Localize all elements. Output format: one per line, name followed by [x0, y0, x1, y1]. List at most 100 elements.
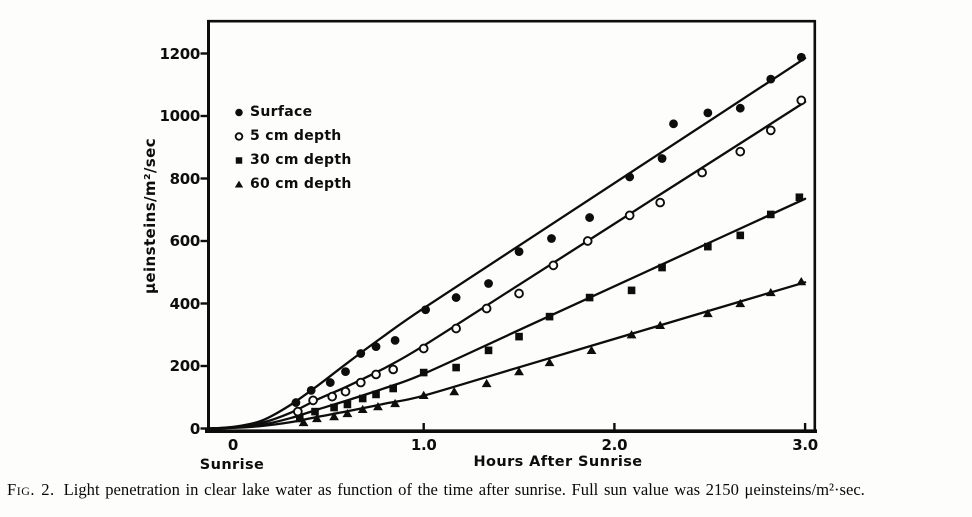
data-point-filled-circle [306, 385, 316, 395]
data-point-filled-square [235, 156, 243, 164]
series-60-cm-depth [207, 277, 807, 430]
data-point-filled-circle [703, 108, 713, 118]
data-point-filled-square [585, 293, 594, 302]
data-point-filled-triangle [796, 277, 807, 286]
data-point-filled-circle [390, 335, 400, 345]
data-point-filled-square [389, 384, 397, 393]
data-point-filled-square [627, 286, 636, 295]
data-point-filled-triangle [765, 287, 776, 297]
data-point-filled-triangle [544, 357, 555, 367]
data-point-filled-circle [625, 172, 635, 182]
data-point-filled-circle [451, 293, 461, 302]
y-axis-title: μeinsteins/m²/sec [141, 137, 159, 295]
open-circle-icon [234, 131, 244, 141]
data-point-filled-square [330, 403, 338, 412]
data-point-filled-square [545, 312, 554, 321]
data-point-filled-triangle [586, 345, 597, 354]
data-point-open-circle [735, 146, 746, 157]
data-point-open-circle [697, 167, 707, 178]
legend-label: 60 cm depth [250, 175, 352, 192]
data-point-filled-circle [325, 378, 335, 387]
data-point-filled-circle [547, 234, 556, 243]
data-point-open-circle [327, 391, 338, 402]
x-tick-label: 3.0 [792, 435, 818, 454]
data-point-filled-circle [356, 349, 366, 358]
x-axis-title: Hours After Sunrise [473, 454, 643, 470]
data-point-open-circle [481, 303, 492, 314]
data-point-open-circle [582, 236, 593, 246]
data-point-filled-triangle [735, 298, 746, 308]
data-point-filled-triangle [329, 412, 339, 421]
data-point-filled-circle [341, 367, 350, 377]
y-tick-label: 600 [169, 232, 201, 250]
data-point-filled-triangle [373, 402, 383, 411]
series-line-60-cm-depth [207, 281, 807, 430]
data-point-open-circle [340, 386, 351, 397]
legend: Surface 5 cm depth 30 cm depth 60 cm depth [231, 102, 352, 198]
data-point-open-circle [418, 343, 429, 354]
filled-triangle-icon [234, 180, 244, 188]
data-point-filled-circle [669, 119, 678, 129]
figure-caption: Fig. 2. Light penetration in clear lake w… [7, 480, 967, 500]
data-point-filled-square [452, 363, 460, 372]
data-point-open-circle [624, 210, 635, 221]
data-point-open-circle [451, 323, 461, 334]
data-point-filled-triangle [626, 330, 637, 339]
data-point-filled-triangle [702, 308, 713, 318]
x-origin-label: Sunrise [199, 457, 265, 473]
y-tick-label: 1200 [159, 44, 200, 63]
y-tick-label: 400 [169, 294, 201, 313]
data-point-filled-circle [585, 213, 595, 222]
data-point-filled-circle [235, 108, 243, 116]
data-point-filled-triangle [655, 320, 666, 329]
legend-label: 30 cm depth [250, 151, 352, 168]
filled-square-icon [235, 156, 243, 164]
data-point-filled-square [704, 242, 712, 251]
legend-item-60-cm-depth: 60 cm depth [231, 174, 352, 193]
data-point-open-circle [548, 260, 559, 271]
data-point-open-circle [765, 125, 776, 136]
figure-caption-text: Light penetration in clear lake water as… [63, 480, 865, 499]
data-point-open-circle [234, 131, 244, 141]
data-point-filled-triangle [514, 367, 524, 376]
series-30-cm-depth [207, 193, 807, 430]
data-point-filled-square [295, 414, 304, 423]
x-tick-label: 2.0 [601, 435, 628, 454]
y-tick-label: 1000 [159, 107, 200, 125]
data-point-filled-triangle [342, 408, 353, 418]
data-point-filled-square [419, 368, 428, 377]
data-point-filled-triangle [418, 390, 429, 399]
data-point-filled-triangle [234, 180, 244, 188]
x-tick-label: 0 [227, 435, 239, 454]
data-point-open-circle [796, 95, 807, 106]
y-tick-label: 0 [189, 419, 200, 438]
data-point-open-circle [655, 197, 666, 208]
data-point-filled-triangle [390, 398, 400, 408]
data-point-filled-circle [291, 398, 301, 407]
data-point-filled-square [736, 231, 745, 240]
data-point-filled-circle [514, 247, 524, 257]
data-point-filled-circle [766, 74, 776, 84]
data-point-open-circle [514, 288, 524, 299]
data-point-filled-circle [421, 305, 431, 315]
data-point-open-circle [388, 364, 399, 375]
data-point-filled-circle [735, 103, 745, 113]
data-point-filled-triangle [357, 404, 368, 414]
data-point-open-circle [355, 377, 366, 388]
data-point-filled-square [358, 394, 367, 403]
legend-item-surface: Surface [231, 102, 352, 121]
data-point-filled-circle [796, 52, 806, 62]
data-point-filled-square [515, 332, 523, 341]
data-point-filled-circle [484, 279, 493, 288]
data-point-open-circle [308, 395, 318, 406]
data-point-filled-square [766, 210, 775, 219]
data-point-filled-square [795, 193, 804, 202]
filled-circle-icon [235, 108, 243, 116]
data-point-filled-square [311, 407, 319, 416]
data-point-filled-triangle [298, 417, 309, 427]
data-point-filled-triangle [449, 387, 460, 396]
y-tick-label: 200 [169, 357, 201, 375]
